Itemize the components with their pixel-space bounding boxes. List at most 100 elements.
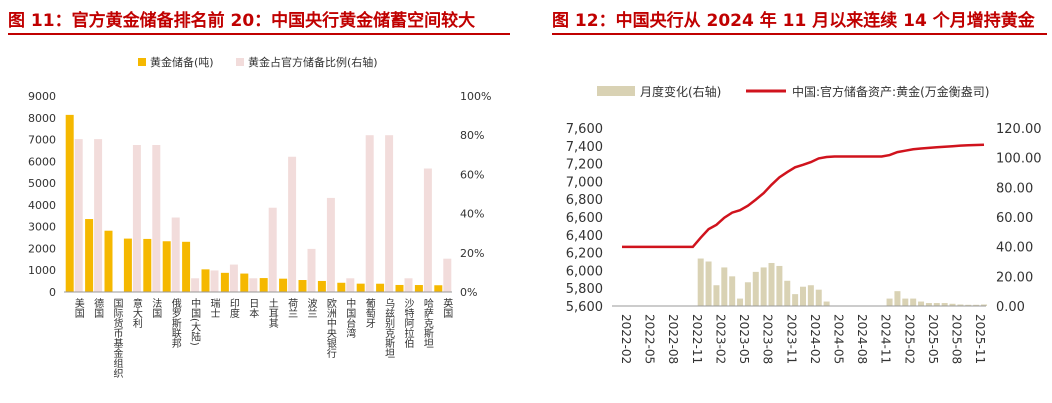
chart2-monthly-bar xyxy=(933,303,940,306)
chart1-gold-bar xyxy=(356,283,365,292)
chart1-left-tick: 1000 xyxy=(28,264,56,277)
chart1-left-tick: 4000 xyxy=(28,199,56,212)
chart1-ratio-bar xyxy=(94,139,103,292)
chart2-monthly-bar xyxy=(965,304,972,306)
chart1-ratio-bar xyxy=(423,168,432,292)
chart2-monthly-bar xyxy=(768,262,775,306)
chart1-gold-bar xyxy=(85,219,94,292)
chart2-left-tick: 6,000 xyxy=(566,264,603,279)
chart1-left-tick: 5000 xyxy=(28,177,56,190)
legend2-line-label: 中国:官方储备资产:黄金(万金衡盎司) xyxy=(792,84,989,99)
chart2-monthly-bar xyxy=(744,282,751,306)
chart2-reserve-line xyxy=(622,143,985,249)
chart2-monthly-bar xyxy=(792,294,799,306)
chart2-monthly-bar xyxy=(910,298,917,306)
chart2-left-tick: 5,600 xyxy=(566,300,603,315)
chart1-right-tick: 100% xyxy=(460,90,491,103)
chart1-right-tick: 20% xyxy=(460,247,484,260)
chart2-left-tick: 6,200 xyxy=(566,247,603,262)
chart2-left-tick: 6,400 xyxy=(566,229,603,244)
chart2-left-tick: 7,600 xyxy=(566,122,603,137)
chart1-left-tick: 7000 xyxy=(28,134,56,147)
chart1-ratio-bar xyxy=(74,139,83,292)
chart2-monthly-bar xyxy=(902,298,909,306)
chart2-monthly-bar xyxy=(981,304,987,306)
chart2-monthly-bar xyxy=(737,298,744,306)
chart2-x-label: 2024-02 xyxy=(808,314,822,364)
chart1-ratio-bar xyxy=(326,197,335,292)
chart1-ratio-bar xyxy=(152,145,161,292)
chart2-monthly-bar xyxy=(807,285,814,306)
chart2-monthly-bar xyxy=(957,304,964,306)
chart2-monthly-bar xyxy=(886,298,893,306)
chart2-monthly-bar xyxy=(721,267,728,306)
chart1-ratio-bar xyxy=(307,248,316,292)
chart2-x-label: 2024-05 xyxy=(831,314,845,364)
chart2-monthly-bar xyxy=(784,280,791,306)
chart2-monthly-bar xyxy=(713,285,720,306)
chart2-monthly-bar xyxy=(800,286,806,306)
chart1-left-tick: 2000 xyxy=(28,242,56,255)
chart1-left-tick: 3000 xyxy=(28,221,56,234)
chart1-category-label: 土耳其 xyxy=(266,297,278,329)
chart1-ratio-bar xyxy=(404,278,413,292)
chart2-monthly-bar xyxy=(941,303,948,306)
chart1-ratio-bar xyxy=(365,135,374,292)
chart2-right-tick: 40.00 xyxy=(996,241,1033,256)
chart1-ratio-bar xyxy=(385,135,394,292)
chart1-gold-bar xyxy=(65,114,74,292)
chart2-monthly-bar xyxy=(729,276,736,306)
chart1-left-tick: 0 xyxy=(49,286,56,299)
chart1-gold-bar xyxy=(376,283,385,292)
chart1-category-label: 欧洲中央银行 xyxy=(324,298,336,359)
chart1-gold-bar xyxy=(298,280,307,292)
chart1-gold-bar xyxy=(162,241,171,292)
chart1-right-tick: 60% xyxy=(460,168,484,181)
chart1-ratio-bar xyxy=(288,156,297,292)
chart1-category-label: 法国 xyxy=(150,297,162,319)
chart1-gold-reserves: 黄金储备(吨) 黄金占官方储备比例(右轴) 0 1000 2000 3000 4000 500… xyxy=(28,55,491,379)
chart1-gold-bar xyxy=(434,285,443,292)
chart1-gold-bar xyxy=(182,241,191,292)
chart1-category-label: 乌兹别克斯坦 xyxy=(383,297,395,358)
chart2-x-label: 2023-05 xyxy=(737,314,751,364)
chart1-gold-bar xyxy=(201,269,210,292)
chart1-ratio-bar xyxy=(268,207,277,292)
chart2-monthly-bar xyxy=(918,301,925,306)
chart1-right-tick: 40% xyxy=(460,208,484,221)
legend1-gold-label: 黄金储备(吨) xyxy=(150,55,214,69)
chart1-category-label: 俄罗斯联邦 xyxy=(169,298,181,349)
chart2-monthly-bar xyxy=(973,304,980,306)
chart1-right-tick: 0% xyxy=(460,286,477,299)
chart2-x-label: 2023-11 xyxy=(784,314,798,364)
chart1-gold-bar xyxy=(395,284,404,292)
chart2-left-tick: 7,200 xyxy=(566,158,603,173)
chart1-category-label: 国际货币基金组织 xyxy=(111,298,123,379)
chart1-category-label: 印度 xyxy=(227,298,239,319)
chart1-left-tick: 8000 xyxy=(28,112,56,125)
chart1-gold-bar xyxy=(259,278,268,292)
chart1-gold-bar xyxy=(279,278,288,292)
chart1-category-label: 葡萄牙 xyxy=(363,297,375,329)
chart1-category-label: 中国台湾 xyxy=(344,297,356,339)
chart1-ratio-bar xyxy=(132,145,141,292)
chart2-x-label: 2024-08 xyxy=(855,314,869,364)
legend2-bar-swatch xyxy=(597,86,635,96)
chart1-category-label: 意大利 xyxy=(130,297,142,328)
chart2-x-label: 2022-08 xyxy=(666,314,680,364)
chart1-category-label: 英国 xyxy=(441,297,453,319)
chart2-monthly-bar xyxy=(894,291,901,306)
figure2-title-rule xyxy=(552,33,1047,35)
legend1-gold-swatch xyxy=(138,58,146,66)
chart2-left-tick: 5,800 xyxy=(566,282,603,297)
chart1-category-label: 沙特阿拉伯 xyxy=(402,298,414,349)
chart1-category-label: 瑞士 xyxy=(208,298,220,318)
chart2-left-tick: 6,800 xyxy=(566,193,603,208)
chart2-right-tick: 0.00 xyxy=(996,300,1025,315)
chart2-monthly-bar xyxy=(823,301,830,306)
chart1-ratio-bar xyxy=(210,270,219,292)
chart2-right-tick: 100.00 xyxy=(996,152,1042,167)
chart2-x-label: 2022-02 xyxy=(619,314,633,364)
chart2-monthly-bar xyxy=(925,303,932,306)
chart1-category-label: 荷兰 xyxy=(286,298,298,318)
